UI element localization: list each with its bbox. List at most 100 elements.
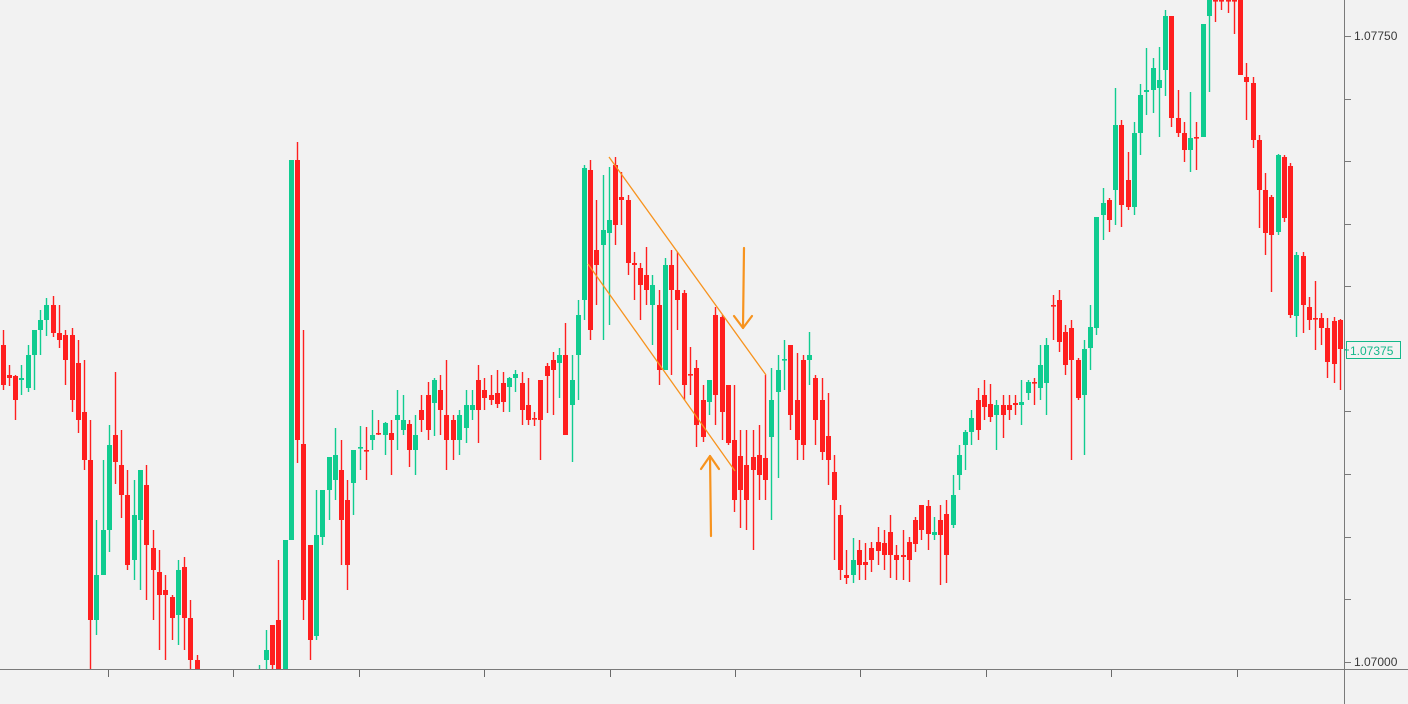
candle-body	[1213, 0, 1218, 2]
candle-body	[94, 575, 99, 620]
candle-body	[182, 567, 187, 618]
candle-body	[289, 160, 294, 540]
candle-body	[863, 562, 868, 565]
bullish-candle	[582, 165, 587, 320]
candle-body	[638, 268, 643, 285]
bullish-candle	[1019, 380, 1024, 425]
candle-body	[70, 335, 75, 400]
bearish-candle	[170, 595, 175, 640]
bullish-candle	[1113, 88, 1118, 225]
bearish-candle	[1, 330, 6, 390]
candle-body	[1, 345, 6, 385]
bearish-candle	[713, 307, 718, 425]
candle-body	[1307, 307, 1312, 320]
candle-body	[713, 315, 718, 395]
candle-body	[795, 400, 800, 440]
time-axis[interactable]	[0, 669, 1408, 678]
candle-body	[413, 435, 418, 450]
bearish-candle	[757, 425, 762, 500]
bullish-candle	[1188, 92, 1193, 172]
bearish-candle	[1301, 252, 1306, 333]
candle-body	[520, 383, 525, 410]
annotations-layer	[587, 156, 767, 538]
candle-body	[876, 542, 881, 551]
candle-body	[1263, 190, 1268, 233]
candle-body	[13, 376, 18, 400]
candle-body	[888, 532, 893, 555]
candle-body	[807, 355, 812, 360]
bullish-candle	[994, 400, 999, 450]
candle-body	[538, 380, 543, 420]
bullish-candle	[951, 475, 956, 528]
bearish-candle	[438, 375, 443, 435]
bearish-candle	[926, 500, 931, 550]
price-axis[interactable]: 1.07750 1.07000 1.07375	[1344, 0, 1401, 704]
candle-body	[1051, 305, 1056, 307]
bullish-candle	[358, 426, 363, 470]
arrow-up-icon[interactable]	[699, 454, 721, 538]
candle-body	[957, 455, 962, 475]
candle-body	[1057, 300, 1062, 342]
candle-body	[1282, 157, 1287, 218]
candle-body	[938, 520, 943, 535]
candle-body	[358, 447, 363, 449]
bearish-candle	[682, 290, 687, 400]
bullish-candle	[1132, 122, 1137, 215]
candle-body	[619, 197, 624, 200]
bearish-candle	[1282, 155, 1287, 222]
bearish-candle	[476, 365, 481, 443]
bearish-candle	[51, 296, 56, 337]
bearish-candle	[869, 542, 874, 572]
bullish-candle	[26, 345, 31, 392]
candle-body	[1332, 321, 1337, 364]
bearish-candle	[188, 600, 193, 669]
bullish-candle	[782, 340, 787, 390]
candle-body	[57, 333, 62, 340]
bearish-candle	[1007, 395, 1012, 420]
bearish-candle	[901, 530, 906, 580]
bearish-candle	[838, 505, 843, 580]
candle-body	[295, 160, 300, 440]
arrow-down-icon[interactable]	[732, 246, 754, 330]
bearish-candle	[976, 388, 981, 440]
candle-body	[119, 465, 124, 495]
candle-body	[264, 650, 269, 660]
candle-body	[726, 385, 731, 443]
candle-body	[557, 355, 562, 363]
bearish-candle	[1107, 198, 1112, 232]
channel-lower-trendline[interactable]	[587, 263, 736, 472]
bearish-candle	[1176, 90, 1181, 137]
bullish-candle	[107, 425, 112, 552]
candle-body	[157, 572, 162, 595]
candle-body	[1319, 318, 1324, 328]
bearish-candle	[1182, 122, 1187, 162]
bearish-candle	[339, 440, 344, 565]
bullish-candle	[94, 520, 99, 635]
candle-body	[26, 355, 31, 388]
bullish-candle	[969, 410, 974, 445]
candle-body	[932, 532, 937, 535]
candle-body	[364, 450, 369, 452]
bullish-candle	[1094, 217, 1099, 335]
bullish-candle	[351, 450, 356, 515]
candle-body	[576, 315, 581, 355]
candle-body	[1176, 118, 1181, 133]
bearish-candle	[857, 540, 862, 580]
bearish-candle	[795, 353, 800, 460]
candle-body	[763, 458, 768, 480]
candle-body	[869, 548, 874, 560]
bearish-candle	[1013, 395, 1018, 415]
time-axis-ticks	[108, 670, 1238, 677]
candle-body	[913, 520, 918, 544]
bearish-candle	[644, 247, 649, 305]
bearish-candle	[451, 415, 456, 460]
channel-upper-trendline[interactable]	[608, 156, 767, 376]
candle-body	[1101, 203, 1106, 215]
bearish-candle	[295, 142, 300, 463]
candle-body	[1032, 382, 1037, 384]
bullish-candle	[1026, 380, 1031, 400]
candle-body	[107, 445, 112, 530]
candle-body	[438, 390, 443, 410]
